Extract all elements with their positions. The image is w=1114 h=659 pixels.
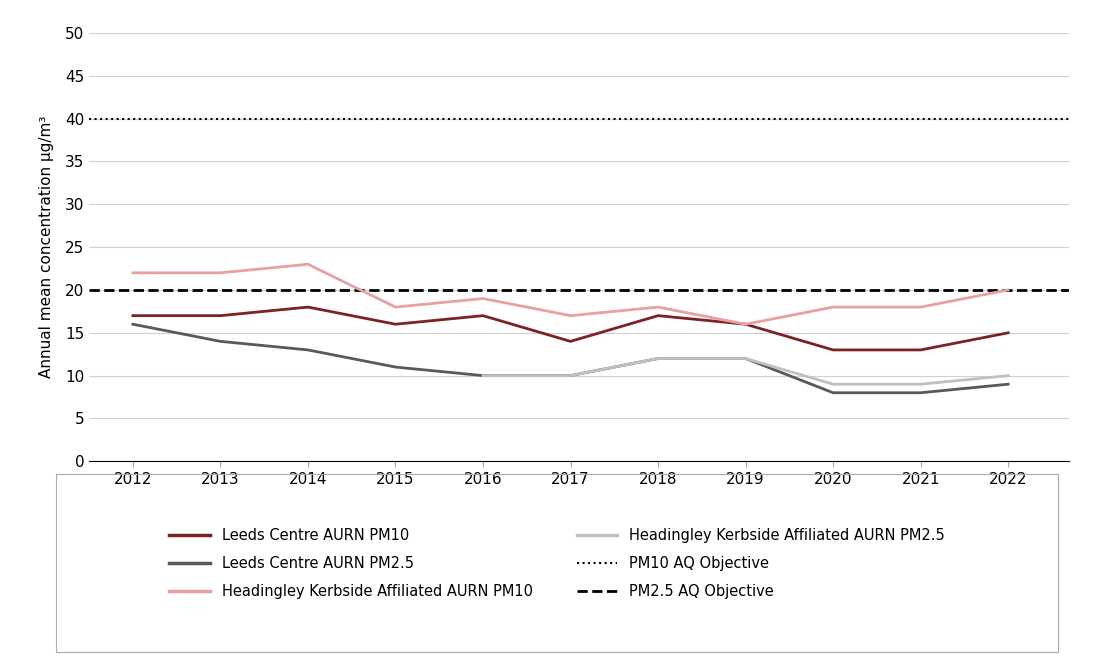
- Y-axis label: Annual mean concentration μg/m³: Annual mean concentration μg/m³: [39, 116, 53, 378]
- Legend: Leeds Centre AURN PM10, Leeds Centre AURN PM2.5, Headingley Kerbside Affiliated : Leeds Centre AURN PM10, Leeds Centre AUR…: [164, 522, 950, 605]
